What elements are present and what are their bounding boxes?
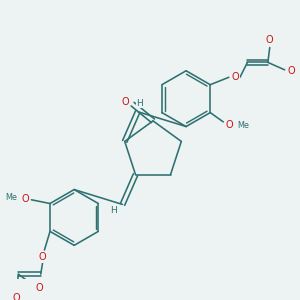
Text: O: O bbox=[287, 66, 295, 76]
Text: O: O bbox=[39, 252, 46, 262]
Text: O: O bbox=[226, 120, 234, 130]
Text: O: O bbox=[121, 97, 129, 107]
Text: Me: Me bbox=[237, 121, 249, 130]
Text: O: O bbox=[36, 283, 44, 293]
Text: O: O bbox=[13, 293, 20, 300]
Text: O: O bbox=[21, 194, 29, 204]
Text: H: H bbox=[110, 206, 117, 214]
Text: O: O bbox=[266, 35, 274, 45]
Text: O: O bbox=[232, 72, 239, 82]
Text: Me: Me bbox=[5, 194, 17, 202]
Text: H: H bbox=[136, 99, 143, 108]
